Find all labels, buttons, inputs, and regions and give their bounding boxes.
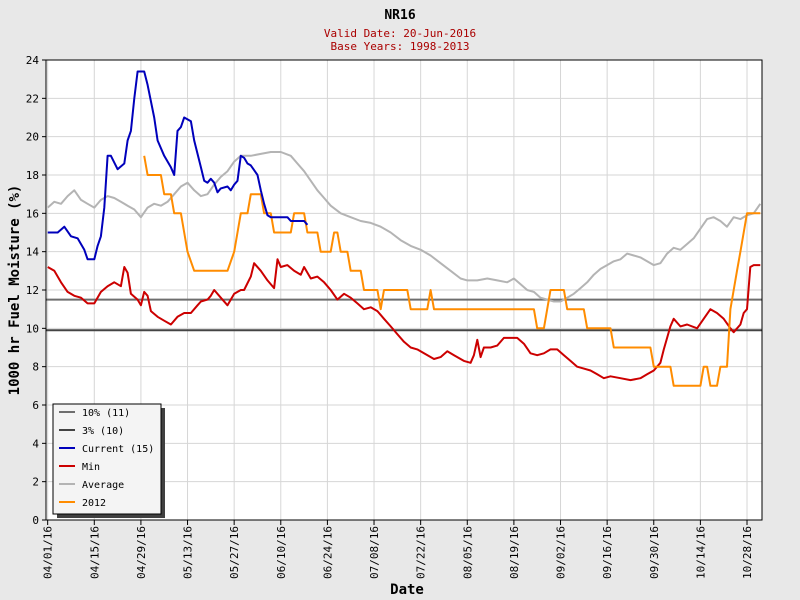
x-tick-label: 07/22/16 bbox=[415, 526, 428, 579]
series-line bbox=[47, 151, 762, 303]
legend-label: 2012 bbox=[82, 498, 106, 509]
legend: 10% (11) 3% (10) Current (15) Min Average 201… bbox=[52, 403, 165, 518]
x-tick-label: 09/30/16 bbox=[648, 526, 661, 579]
legend-label: 10% (11) bbox=[82, 408, 130, 419]
y-tick-label: 22 bbox=[26, 92, 39, 105]
y-tick-label: 0 bbox=[32, 514, 39, 527]
y-axis-label: 1000 hr Fuel Moisture (%) bbox=[7, 185, 23, 396]
legend-label: Min bbox=[82, 462, 100, 473]
y-tick-label: 6 bbox=[32, 399, 39, 412]
x-tick-label: 10/14/16 bbox=[694, 526, 707, 579]
y-tick-label: 18 bbox=[26, 169, 39, 182]
y-tick-label: 24 bbox=[26, 54, 40, 67]
y-tick-label: 8 bbox=[32, 361, 39, 374]
x-tick-label: 07/08/16 bbox=[368, 526, 381, 579]
x-tick-label: 10/28/16 bbox=[741, 526, 754, 579]
series-line bbox=[47, 70, 309, 261]
x-tick-label: 04/15/16 bbox=[88, 526, 101, 579]
y-tick-label: 12 bbox=[26, 284, 39, 297]
threshold-lines bbox=[46, 298, 762, 332]
y-tick-label: 20 bbox=[26, 131, 39, 144]
x-tick-label: 05/13/16 bbox=[182, 526, 195, 579]
y-tick-label: 14 bbox=[26, 246, 40, 259]
x-tick-label: 05/27/16 bbox=[228, 526, 241, 579]
x-axis-ticks: 04/01/16 04/15/16 04/29/16 05/13/16 05/27/16… bbox=[42, 520, 754, 579]
x-tick-label: 09/02/16 bbox=[555, 526, 568, 579]
x-tick-label: 04/01/16 bbox=[42, 526, 55, 579]
legend-label: 3% (10) bbox=[82, 426, 124, 437]
x-tick-label: 06/10/16 bbox=[275, 526, 288, 579]
x-tick-label: 08/19/16 bbox=[508, 526, 521, 579]
y-tick-label: 10 bbox=[26, 322, 39, 335]
y-tick-label: 4 bbox=[32, 437, 39, 450]
x-tick-label: 04/29/16 bbox=[135, 526, 148, 579]
x-axis-label: Date bbox=[390, 582, 424, 598]
chart-title: NR16 bbox=[384, 8, 415, 23]
series-line bbox=[47, 258, 761, 382]
x-tick-label: 08/05/16 bbox=[461, 526, 474, 579]
legend-label: Average bbox=[82, 480, 124, 491]
chart-subtitle-base-years: Base Years: 1998-2013 bbox=[330, 40, 469, 53]
legend-label: Current (15) bbox=[82, 444, 154, 455]
y-tick-label: 16 bbox=[26, 207, 39, 220]
x-tick-label: 06/24/16 bbox=[321, 526, 334, 579]
y-tick-label: 2 bbox=[32, 476, 39, 489]
series-lines bbox=[47, 70, 762, 387]
legend-box bbox=[52, 403, 162, 515]
chart-subtitle-valid-date: Valid Date: 20-Jun-2016 bbox=[324, 27, 476, 40]
x-tick-label: 09/16/16 bbox=[601, 526, 614, 579]
series-line bbox=[143, 155, 761, 387]
